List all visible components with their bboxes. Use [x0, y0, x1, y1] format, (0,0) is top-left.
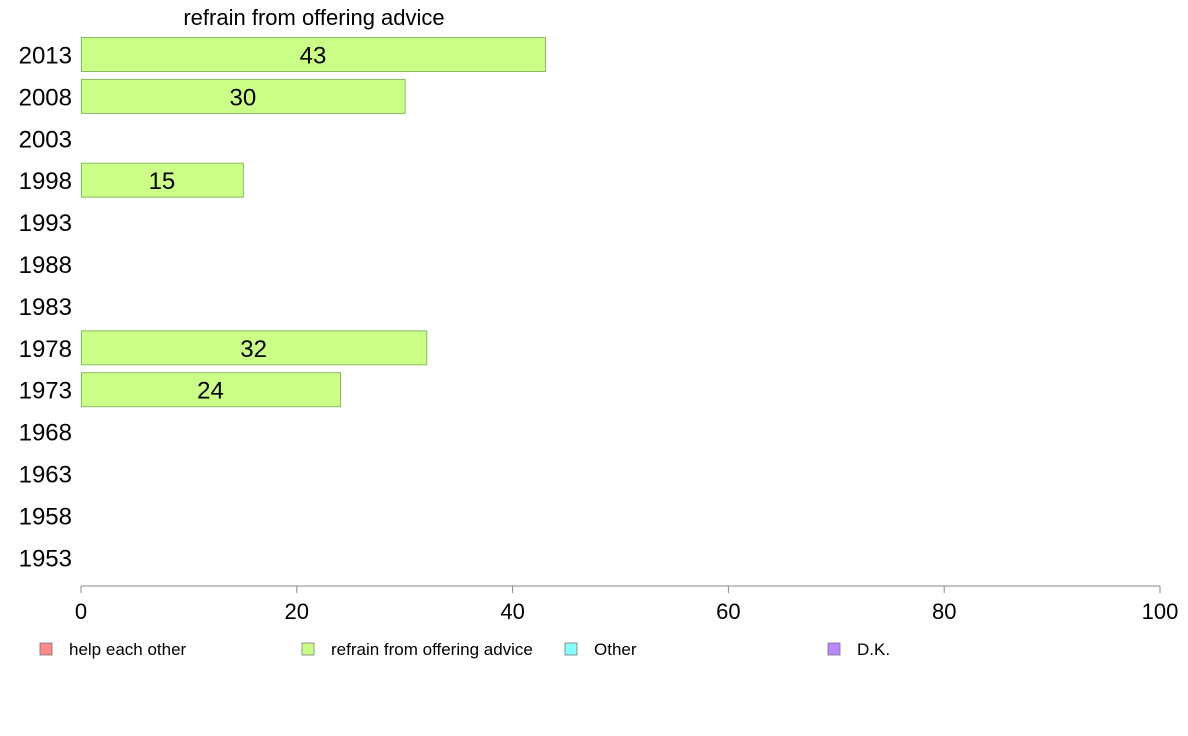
x-tick-label: 0: [75, 599, 87, 624]
legend-label: D.K.: [857, 640, 890, 659]
y-tick-label: 1968: [19, 420, 72, 447]
bar-value-label: 24: [197, 378, 224, 405]
bar-value-label: 30: [229, 84, 256, 111]
legend-swatch: [564, 642, 578, 656]
y-tick-label: 1993: [19, 210, 72, 237]
bar-value-label: 15: [149, 168, 176, 195]
x-tick-label: 60: [716, 599, 740, 624]
y-tick-label: 1983: [19, 294, 72, 321]
chart-title: refrain from offering advice: [183, 5, 444, 30]
legend-swatch: [827, 642, 841, 656]
y-tick-label: 2008: [19, 84, 72, 111]
legend: help each other refrain from offering adv…: [39, 640, 890, 659]
y-tick-label: 1958: [19, 503, 72, 530]
bars-layer: 43 30 15 32 24: [81, 37, 546, 408]
bar: [81, 162, 244, 198]
legend-label: Other: [594, 640, 637, 659]
x-tick-label: 20: [285, 599, 309, 624]
y-tick-label: 1973: [19, 378, 72, 405]
legend-label: help each other: [69, 640, 187, 659]
bar: [81, 330, 428, 366]
y-tick-label: 1978: [19, 336, 72, 363]
legend-swatch: [301, 642, 315, 656]
y-tick-label: 2003: [19, 126, 72, 153]
y-tick-label: 1953: [19, 545, 72, 572]
bar: [81, 78, 406, 114]
x-tick-label: 80: [932, 599, 956, 624]
y-tick-label: 2013: [19, 43, 72, 70]
legend-swatch: [39, 642, 53, 656]
bar: [81, 37, 546, 72]
x-tick-label: 100: [1142, 599, 1179, 624]
y-tick-label: 1998: [19, 168, 72, 195]
bar: [81, 372, 341, 408]
y-tick-label: 1988: [19, 252, 72, 279]
x-axis: 0 20 40 60 80 100: [75, 585, 1179, 624]
x-tick-label: 40: [500, 599, 524, 624]
y-tick-label: 1963: [19, 462, 72, 489]
legend-label: refrain from offering advice: [331, 640, 533, 659]
y-axis-labels: 2013 2008 2003 1998 1993 1988 1983 1978 1973 1968…: [19, 43, 72, 573]
bar-value-label: 43: [300, 43, 327, 70]
bar-value-label: 32: [240, 336, 267, 363]
